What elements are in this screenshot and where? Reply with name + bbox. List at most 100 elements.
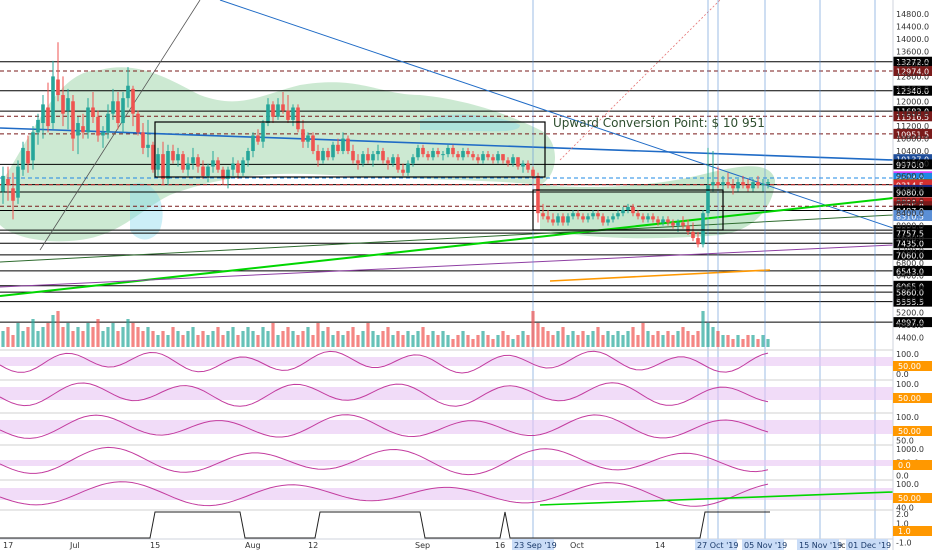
volume-bar (126, 319, 130, 347)
volume-bar (111, 323, 115, 347)
volume-bar (616, 331, 620, 347)
volume-bar (251, 331, 255, 347)
dark-green-trendline (0, 214, 894, 263)
volume-bar (156, 335, 160, 347)
volume-bar (366, 323, 370, 347)
volume-bar (196, 335, 200, 347)
price-axis-tick: 10400.0 (896, 147, 929, 156)
price-axis-tick: 14800.0 (896, 10, 929, 19)
candle-body (496, 154, 500, 161)
volume-bar (136, 327, 140, 347)
candle-body (526, 163, 530, 170)
volume-bar (391, 335, 395, 347)
volume-bar (506, 335, 510, 347)
volume-bar (346, 331, 350, 347)
orange-trendline (549, 269, 771, 282)
candle-body (321, 151, 325, 161)
price-label: 7060.0 (896, 251, 924, 260)
volume-bar (511, 339, 515, 347)
candle-body (531, 169, 535, 176)
volume-bar (226, 331, 230, 347)
price-label-box (893, 111, 932, 122)
volume-bar (541, 327, 545, 347)
volume-bar (241, 331, 245, 347)
volume-bar (586, 335, 590, 347)
time-axis-highlight (797, 539, 839, 550)
candle-body (406, 163, 410, 173)
price-label-box (893, 65, 932, 76)
volume-bar (21, 331, 25, 347)
candle-body (516, 157, 520, 167)
time-axis[interactable]: 17Jul15Aug12Sep16Oct14NovDec23 Sep '1927… (0, 538, 893, 550)
volume-bar (121, 327, 125, 347)
volume-bar (301, 331, 305, 347)
volume-bar (556, 331, 560, 347)
candle-body (691, 231, 695, 239)
price-axis-tick: 8800.0 (896, 197, 924, 206)
price-axis-tick: 13600.0 (896, 48, 929, 57)
candle-body (261, 123, 265, 142)
candle-body (341, 138, 345, 152)
price-axis[interactable]: 13272.012974.012340.011683.011516.510951… (892, 0, 932, 550)
volume-bar (596, 327, 600, 347)
volume-bar (381, 331, 385, 347)
candle-body (431, 151, 435, 158)
time-axis-date-label: 01 Dec '19 (848, 541, 891, 550)
candle-body (201, 166, 205, 176)
oscillator-axis-tick: 100.0 (896, 413, 919, 422)
volume-bar (536, 323, 540, 347)
candle-body (761, 183, 765, 186)
candle-body (411, 157, 415, 164)
volume-bar (476, 335, 480, 347)
volume-bar (746, 335, 750, 347)
candle-body (596, 213, 600, 217)
volume-bar (291, 331, 295, 347)
candle-body (226, 169, 230, 179)
price-label-box (893, 128, 932, 139)
candle-body (151, 144, 155, 170)
candle-body (581, 216, 585, 220)
candle-body (656, 219, 660, 223)
candle-body (686, 225, 690, 232)
volume-bar (551, 335, 555, 347)
candle-body (156, 154, 160, 170)
volume-bar (246, 327, 250, 347)
volume-bar (46, 323, 50, 347)
range-box (154, 121, 546, 178)
price-label-box (893, 317, 932, 328)
candle-body (271, 104, 275, 117)
volume-bar (756, 339, 760, 347)
volume-bar (661, 335, 665, 347)
volume-bar (766, 339, 770, 347)
candle-body (241, 160, 245, 173)
candle-body (131, 88, 135, 114)
price-label: 4897.0 (896, 319, 924, 328)
volume-bar (31, 319, 35, 347)
candlesticks (1, 42, 770, 248)
candle-body (371, 154, 375, 161)
oscillator-axis-tick: 1000.0 (896, 445, 924, 454)
volume-bar (671, 335, 675, 347)
price-label-box (893, 85, 932, 96)
candle-body (456, 154, 460, 158)
candle-body (401, 169, 405, 173)
oscillator-axis-tick: 0.0 (896, 370, 909, 379)
price-axis-tick: 4800.0 (896, 321, 924, 330)
candle-body (536, 175, 540, 214)
price-label-box (893, 287, 932, 298)
candle-body (696, 238, 700, 245)
candle-body (646, 216, 650, 220)
indicator-band (0, 488, 893, 500)
volume-bar (471, 339, 475, 347)
candle-body (171, 151, 175, 161)
candle-body (541, 213, 545, 217)
price-label-box (893, 172, 932, 183)
volume-bar (711, 327, 715, 347)
price-label-box (893, 56, 932, 67)
candle-body (41, 104, 45, 124)
oscillator-value-box (893, 361, 932, 371)
volume-bar (86, 323, 90, 347)
volume-bar (681, 327, 685, 347)
